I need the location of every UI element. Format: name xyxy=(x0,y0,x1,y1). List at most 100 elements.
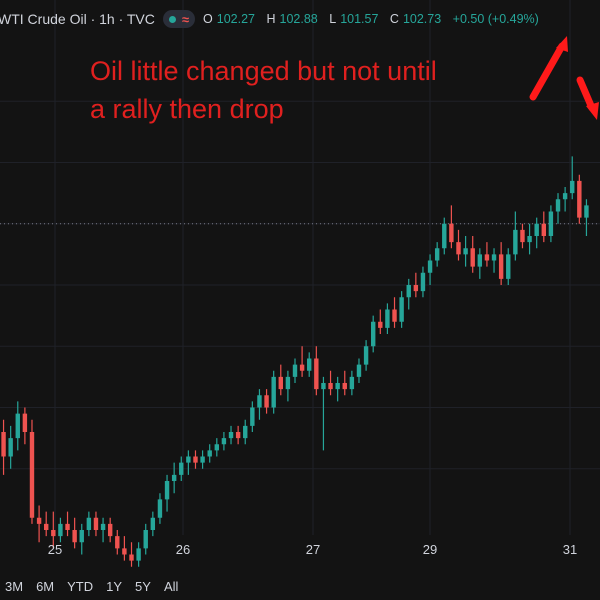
candle-body xyxy=(122,548,127,555)
candle xyxy=(406,278,411,310)
candle-body xyxy=(541,223,546,236)
candle-body xyxy=(378,321,383,328)
candle xyxy=(228,425,234,445)
x-tick-label: 26 xyxy=(175,542,191,557)
candle xyxy=(420,266,426,298)
candle-body xyxy=(235,432,241,439)
candle xyxy=(456,229,461,261)
range-3m-button[interactable]: 3M xyxy=(5,579,24,594)
candle xyxy=(527,223,532,255)
candle-body xyxy=(115,536,120,549)
open-value: 102.27 xyxy=(216,12,255,26)
low-value: 101.57 xyxy=(340,12,379,26)
candle-body xyxy=(8,438,13,457)
range-1y-button[interactable]: 1Y xyxy=(106,579,123,594)
candle-body xyxy=(314,358,319,390)
candle xyxy=(186,450,191,475)
candle-body xyxy=(157,499,163,518)
x-tick-label: 31 xyxy=(562,542,578,557)
candle xyxy=(193,450,198,469)
candles xyxy=(1,156,589,567)
candle-body xyxy=(449,223,454,243)
range-selector: 3M 6M YTD 1Y 5Y All xyxy=(5,579,178,594)
candle xyxy=(122,536,127,561)
candle-body xyxy=(207,450,212,457)
candle-body xyxy=(548,211,554,236)
candle xyxy=(171,462,177,494)
annotation-arrows xyxy=(529,36,599,120)
candle-body xyxy=(335,383,340,390)
candle xyxy=(491,248,497,273)
candle-body xyxy=(51,530,56,537)
candle xyxy=(157,493,163,524)
candle-body xyxy=(299,364,305,371)
candle-body xyxy=(243,425,248,439)
range-6m-button[interactable]: 6M xyxy=(36,579,55,594)
symbol-title[interactable]: WTI Crude Oil · 1h · TVC xyxy=(0,11,155,27)
candle xyxy=(570,156,575,200)
candle-body xyxy=(555,199,561,212)
candle xyxy=(520,223,525,249)
candle-body xyxy=(93,517,99,530)
candle-body xyxy=(477,254,483,267)
candle-body xyxy=(271,376,276,408)
candle xyxy=(314,346,319,396)
candle xyxy=(8,425,13,469)
range-all-button[interactable]: All xyxy=(163,579,179,594)
candle-body xyxy=(278,376,283,390)
candle xyxy=(534,217,539,249)
candle xyxy=(207,444,212,463)
candle-body xyxy=(250,407,255,426)
candle xyxy=(65,511,70,537)
arrow-down xyxy=(576,76,596,112)
candle xyxy=(349,370,355,396)
market-status-icon xyxy=(168,15,176,23)
candle-body xyxy=(292,364,298,377)
range-5y-button[interactable]: 5Y xyxy=(135,579,151,594)
candle xyxy=(463,236,468,267)
candle-body xyxy=(520,229,525,243)
candle-body xyxy=(342,383,347,390)
candle xyxy=(541,211,546,243)
annotation-line-1: Oil little changed but not until xyxy=(90,56,437,86)
close-value: 102.73 xyxy=(402,12,442,26)
candle xyxy=(470,236,475,273)
candle xyxy=(513,211,518,261)
candle xyxy=(72,517,77,549)
candle-body xyxy=(506,254,511,279)
candle xyxy=(107,517,113,543)
candle xyxy=(22,407,28,445)
candle xyxy=(86,511,92,537)
candle xyxy=(363,340,369,371)
x-tick-label: 29 xyxy=(422,542,438,557)
candle-body xyxy=(285,376,291,390)
candle xyxy=(307,352,312,377)
candle-body xyxy=(321,383,326,390)
candle-body xyxy=(193,456,198,463)
candle-body xyxy=(22,413,28,432)
x-tick-label: 27 xyxy=(305,542,321,557)
candle xyxy=(58,517,63,543)
candle-body xyxy=(385,309,390,328)
candle xyxy=(235,425,241,445)
x-tick-label: 25 xyxy=(47,542,63,557)
range-ytd-button[interactable]: YTD xyxy=(67,579,94,594)
candle xyxy=(179,456,184,481)
candle-body xyxy=(257,395,262,408)
annotation-line-2: a rally then drop xyxy=(90,94,284,124)
candle xyxy=(115,530,120,555)
candle xyxy=(143,523,148,555)
candle xyxy=(427,254,433,285)
candle-body xyxy=(58,523,63,537)
candle xyxy=(321,376,326,451)
status-toggle[interactable]: ≈ xyxy=(162,10,196,28)
candle xyxy=(29,419,35,524)
candle xyxy=(285,370,291,402)
candle-body xyxy=(44,523,49,530)
candle-body xyxy=(463,248,468,255)
candle xyxy=(1,419,6,475)
candle xyxy=(385,303,390,334)
candle xyxy=(484,242,490,267)
candle xyxy=(136,542,141,567)
